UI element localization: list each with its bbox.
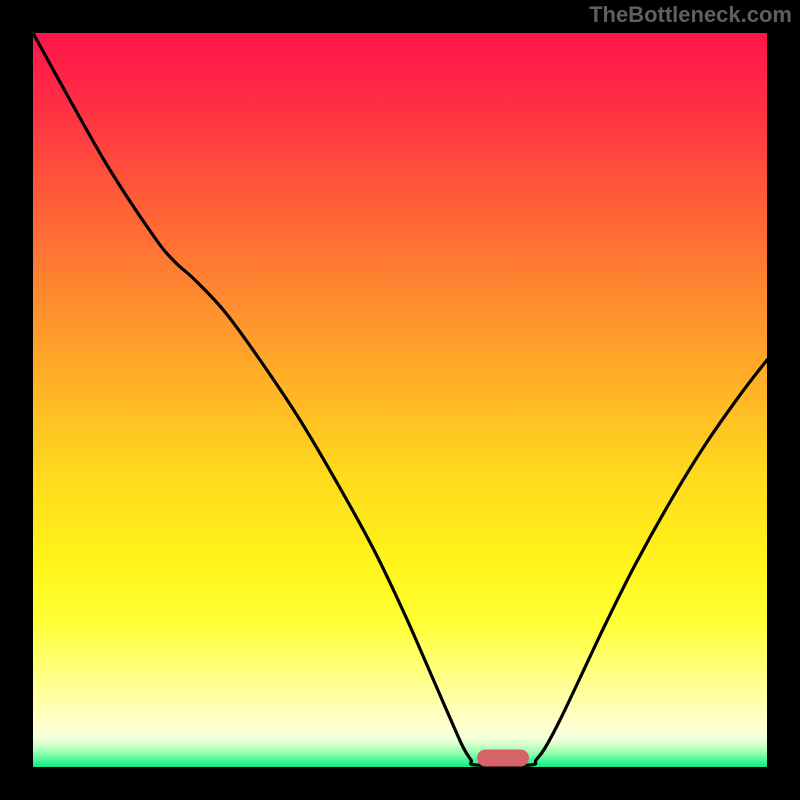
optimal-marker	[477, 750, 529, 767]
chart-container: TheBottleneck.com	[0, 0, 800, 800]
chart-background	[33, 33, 767, 767]
bottleneck-chart	[0, 0, 800, 800]
